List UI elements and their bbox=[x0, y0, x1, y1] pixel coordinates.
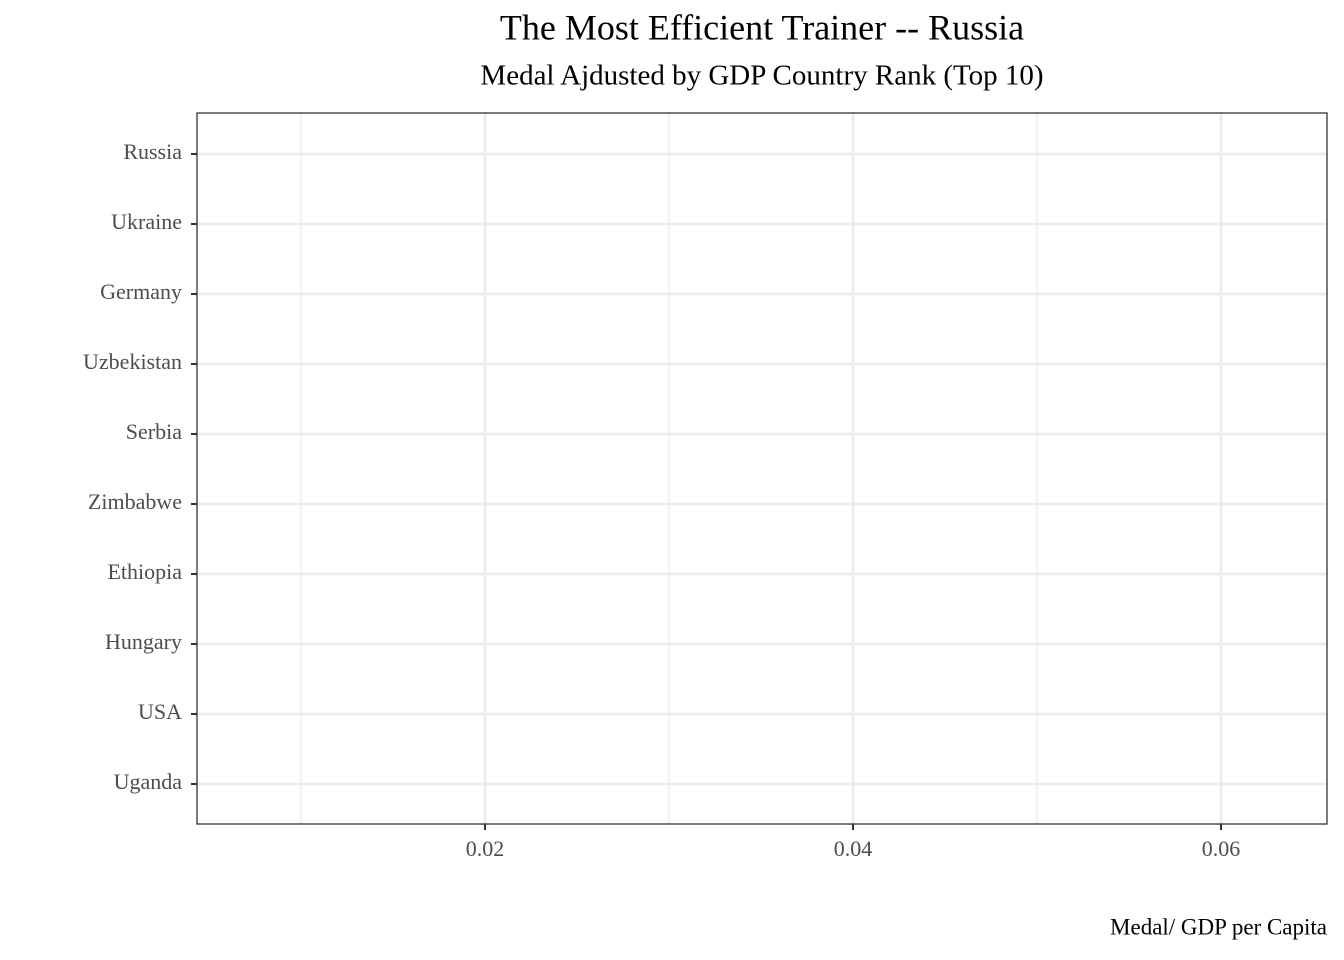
x-tick-label: 0.06 bbox=[1202, 836, 1241, 861]
x-tick-label: 0.02 bbox=[466, 836, 505, 861]
y-tick-label: Ethiopia bbox=[107, 559, 182, 584]
y-tick-label: USA bbox=[138, 699, 182, 724]
plot-border bbox=[196, 112, 1328, 825]
y-tick-label: Germany bbox=[100, 279, 182, 304]
chart-subtitle: Medal Ajdusted by GDP Country Rank (Top … bbox=[480, 60, 1043, 92]
x-axis-label: Medal/ GDP per Capita bbox=[1110, 914, 1327, 939]
y-tick-label: Hungary bbox=[105, 629, 182, 654]
y-tick-label: Zimbabwe bbox=[88, 489, 182, 514]
y-tick-label: Russia bbox=[123, 139, 182, 164]
chart-title: The Most Efficient Trainer -- Russia bbox=[500, 7, 1024, 47]
y-tick-label: Uganda bbox=[114, 769, 183, 794]
y-tick-label: Uzbekistan bbox=[83, 349, 182, 374]
y-tick-label: Ukraine bbox=[111, 209, 182, 234]
y-tick-label: Serbia bbox=[126, 419, 182, 444]
x-tick-label: 0.04 bbox=[834, 836, 873, 861]
